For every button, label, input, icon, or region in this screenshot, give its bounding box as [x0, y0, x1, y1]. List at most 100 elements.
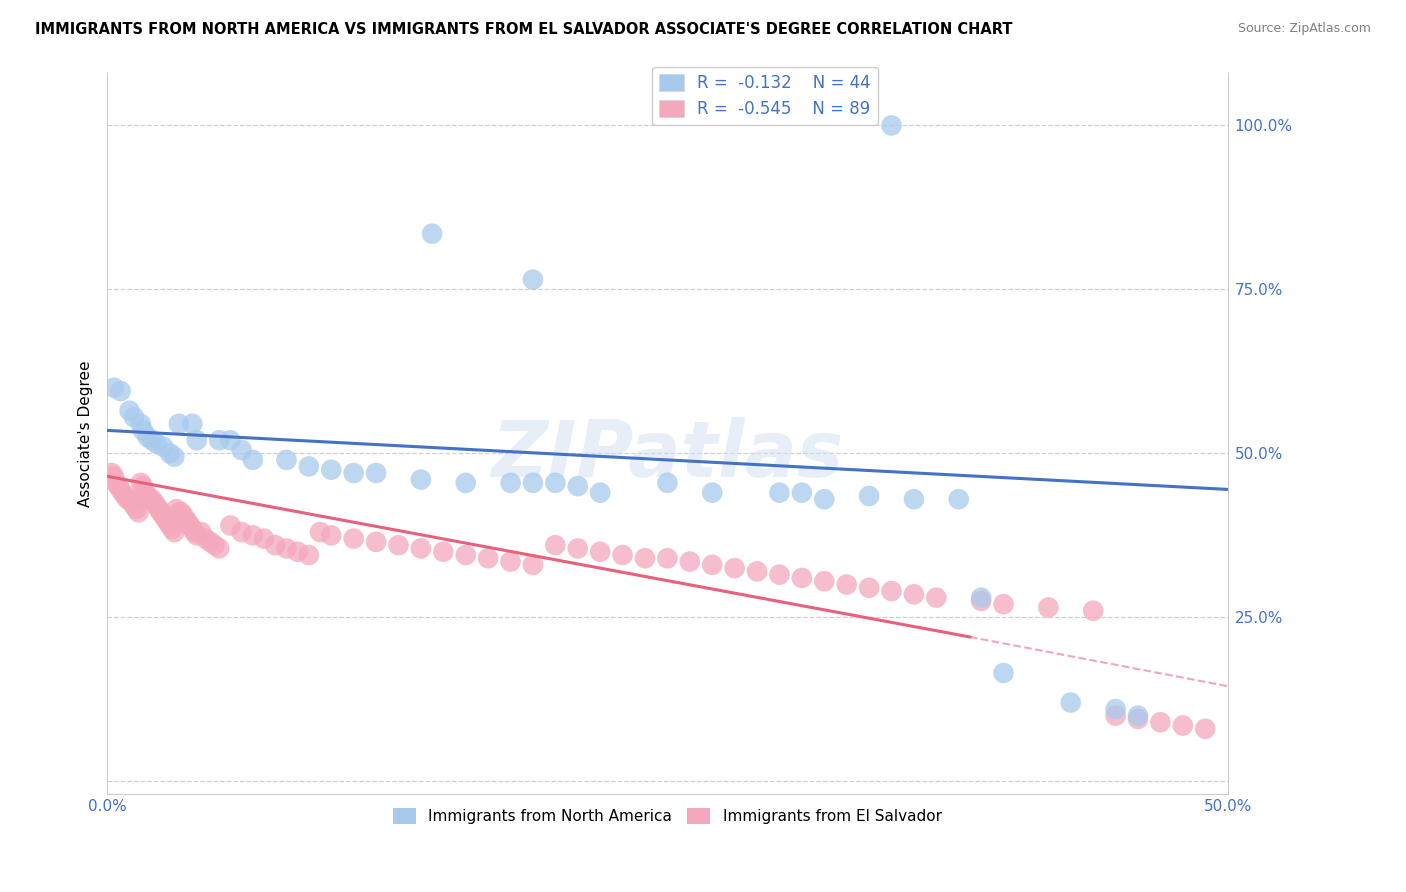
Point	[321, 463, 343, 477]
Point	[1104, 708, 1126, 723]
Point	[219, 518, 242, 533]
Point	[589, 485, 612, 500]
Point	[122, 499, 145, 513]
Point	[145, 436, 167, 450]
Point	[454, 548, 477, 562]
Point	[163, 450, 186, 464]
Point	[152, 508, 174, 523]
Point	[1038, 600, 1060, 615]
Point	[149, 505, 172, 519]
Point	[181, 417, 204, 431]
Point	[117, 492, 139, 507]
Point	[200, 534, 222, 549]
Point	[110, 384, 132, 398]
Point	[159, 518, 181, 533]
Point	[118, 403, 141, 417]
Point	[170, 505, 193, 519]
Point	[183, 524, 205, 539]
Point	[177, 515, 200, 529]
Point	[132, 479, 155, 493]
Point	[186, 528, 208, 542]
Point	[111, 485, 134, 500]
Point	[409, 473, 432, 487]
Point	[1126, 712, 1149, 726]
Point	[858, 581, 880, 595]
Point	[155, 512, 177, 526]
Point	[420, 227, 443, 241]
Point	[107, 479, 129, 493]
Point	[567, 541, 589, 556]
Point	[138, 492, 160, 507]
Point	[231, 443, 253, 458]
Point	[136, 489, 159, 503]
Point	[159, 446, 181, 460]
Text: Source: ZipAtlas.com: Source: ZipAtlas.com	[1237, 22, 1371, 36]
Point	[1126, 708, 1149, 723]
Point	[612, 548, 634, 562]
Point	[190, 524, 212, 539]
Point	[134, 485, 156, 500]
Point	[970, 591, 993, 605]
Point	[567, 479, 589, 493]
Point	[276, 541, 298, 556]
Point	[432, 545, 454, 559]
Point	[387, 538, 409, 552]
Point	[152, 440, 174, 454]
Point	[657, 475, 679, 490]
Point	[143, 495, 166, 509]
Point	[702, 485, 724, 500]
Point	[132, 424, 155, 438]
Point	[208, 434, 231, 448]
Point	[522, 475, 544, 490]
Point	[499, 475, 522, 490]
Point	[835, 577, 858, 591]
Point	[702, 558, 724, 572]
Point	[167, 505, 190, 519]
Point	[181, 522, 204, 536]
Point	[970, 594, 993, 608]
Point	[298, 548, 321, 562]
Point	[156, 515, 179, 529]
Point	[948, 492, 970, 507]
Point	[343, 466, 366, 480]
Point	[1083, 604, 1105, 618]
Point	[208, 541, 231, 556]
Point	[103, 381, 125, 395]
Point	[118, 492, 141, 507]
Point	[166, 502, 188, 516]
Point	[409, 541, 432, 556]
Point	[589, 545, 612, 559]
Point	[242, 528, 264, 542]
Point	[264, 538, 287, 552]
Point	[110, 483, 132, 497]
Point	[813, 574, 835, 589]
Point	[125, 502, 148, 516]
Text: IMMIGRANTS FROM NORTH AMERICA VS IMMIGRANTS FROM EL SALVADOR ASSOCIATE'S DEGREE : IMMIGRANTS FROM NORTH AMERICA VS IMMIGRA…	[35, 22, 1012, 37]
Point	[903, 587, 925, 601]
Point	[321, 528, 343, 542]
Point	[880, 584, 903, 599]
Point	[1060, 696, 1083, 710]
Point	[141, 492, 163, 507]
Point	[1104, 702, 1126, 716]
Point	[174, 512, 197, 526]
Point	[114, 489, 136, 503]
Point	[1149, 715, 1171, 730]
Point	[128, 505, 150, 519]
Point	[172, 508, 194, 523]
Point	[103, 469, 125, 483]
Point	[242, 453, 264, 467]
Point	[179, 518, 201, 533]
Point	[790, 571, 813, 585]
Point	[100, 466, 122, 480]
Text: ZIPatlas: ZIPatlas	[491, 417, 844, 493]
Legend: Immigrants from North America, Immigrants from El Salvador: Immigrants from North America, Immigrant…	[387, 802, 948, 830]
Point	[1171, 718, 1194, 732]
Point	[544, 538, 567, 552]
Point	[148, 502, 170, 516]
Point	[544, 475, 567, 490]
Point	[813, 492, 835, 507]
Point	[167, 417, 190, 431]
Point	[141, 434, 163, 448]
Point	[522, 272, 544, 286]
